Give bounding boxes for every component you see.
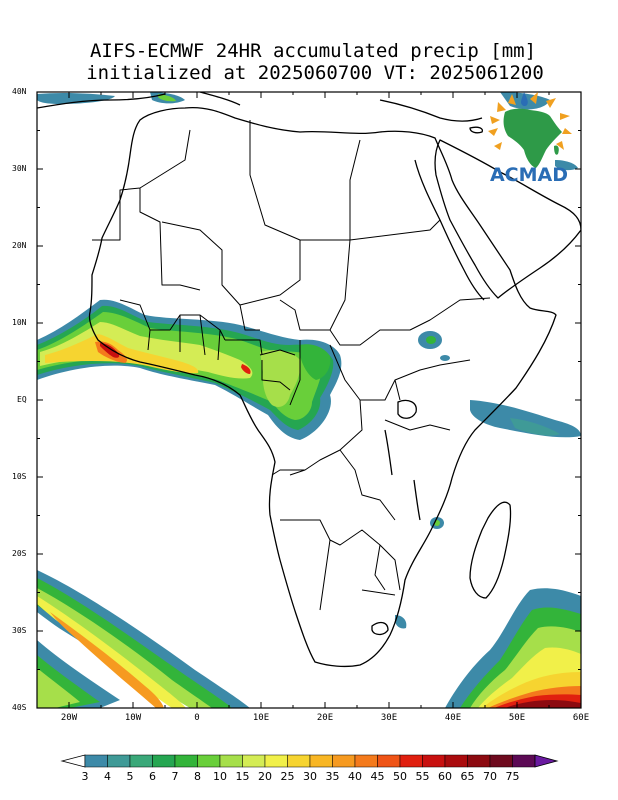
lat-label: 10S (12, 472, 27, 481)
colorbar-label: 25 (280, 770, 295, 783)
colorbar-label: 30 (303, 770, 317, 783)
precip-west-africa (37, 299, 342, 440)
colorbar-swatch (264, 754, 288, 768)
lat-label: 30S (12, 626, 27, 635)
colorbar-swatch (107, 754, 131, 768)
colorbar-swatch (399, 754, 423, 768)
lon-label: 50E (508, 713, 526, 723)
colorbar-swatch (377, 754, 401, 768)
colorbar-swatch (152, 754, 176, 768)
colorbar-swatch (354, 754, 378, 768)
colorbar-label: 6 (149, 770, 156, 783)
lesotho (371, 621, 389, 636)
lat-label: 10N (12, 318, 27, 327)
lat-label: 20N (12, 241, 27, 250)
colorbar-label: 75 (505, 770, 520, 783)
colorbar-label: 4 (104, 770, 111, 783)
precip-ethiopia (418, 331, 450, 361)
colorbar-label: 55 (415, 770, 430, 783)
lake-malawi (413, 479, 421, 521)
colorbar-swatch (242, 754, 266, 768)
colorbar-swatch (489, 754, 513, 768)
colorbar-swatch (332, 754, 356, 768)
colorbar-swatch (467, 754, 491, 768)
colorbar-label: 5 (126, 770, 134, 783)
colorbar (60, 754, 559, 768)
colorbar-label: 20 (258, 770, 272, 783)
colorbar-swatch (174, 754, 198, 768)
precip-southern-ocean (445, 588, 581, 708)
colorbar-swatch (129, 754, 153, 768)
lon-label: 0 (194, 713, 200, 723)
map-title-line1: AIFS-ECMWF 24HR accumulated precip [mm] (89, 40, 537, 62)
colorbar-label: 10 (213, 770, 227, 783)
colorbar-swatch (512, 754, 536, 768)
colorbar-label: 15 (235, 770, 250, 783)
lon-label: 10W (124, 713, 142, 723)
colorbar-label: 60 (438, 770, 452, 783)
colorbar-label: 65 (460, 770, 475, 783)
lat-label: 20S (12, 549, 27, 558)
colorbar-label: 45 (370, 770, 385, 783)
colorbar-swatch (287, 754, 311, 768)
colorbar-swatch (309, 754, 333, 768)
colorbar-swatch (84, 754, 108, 768)
red-sea (414, 159, 485, 301)
colorbar-under-triangle (60, 754, 86, 768)
lon-label: 60E (572, 713, 590, 723)
colorbar-label: 70 (483, 770, 497, 783)
lake-tanganyika (384, 429, 393, 476)
colorbar-swatch (422, 754, 446, 768)
arabia-coastline (434, 139, 581, 299)
colorbar-swatch (444, 754, 468, 768)
coastlines (37, 92, 581, 668)
lon-label: 20E (316, 713, 334, 723)
precip-south-atlantic (37, 570, 250, 708)
colorbar-swatch (219, 754, 243, 768)
lat-label: 30N (12, 164, 27, 173)
europe-coastline (37, 92, 483, 122)
madagascar-coastline (469, 501, 512, 599)
colorbar-over-triangle (534, 754, 559, 768)
cyprus (469, 126, 484, 134)
lon-label: 20W (60, 713, 78, 723)
africa-coastline (88, 106, 557, 668)
colorbar-label: 40 (348, 770, 362, 783)
colorbar-label: 50 (393, 770, 407, 783)
colorbar-label: 8 (194, 770, 201, 783)
precip-fields (37, 92, 581, 708)
acmad-logo: ACMAD (480, 86, 578, 186)
map-title-line2: initialized at 2025060700 VT: 2025061200 (86, 62, 544, 84)
colorbar-label: 3 (81, 770, 89, 783)
lon-label: 30E (380, 713, 398, 723)
acmad-logo-text: ACMAD (489, 164, 569, 186)
lon-label: 40E (444, 713, 462, 723)
lat-label: 40N (12, 87, 27, 96)
axis-ticks (36, 91, 582, 709)
colorbar-label: 35 (325, 770, 340, 783)
colorbar-swatch (197, 754, 221, 768)
country-borders (92, 120, 491, 611)
lon-label: 10E (252, 713, 270, 723)
lake-victoria (397, 399, 417, 419)
lat-label: 40S (12, 703, 27, 712)
colorbar-label: 7 (171, 770, 179, 783)
acmad-emblem-icon (488, 92, 572, 168)
lat-label: EQ (17, 395, 27, 404)
